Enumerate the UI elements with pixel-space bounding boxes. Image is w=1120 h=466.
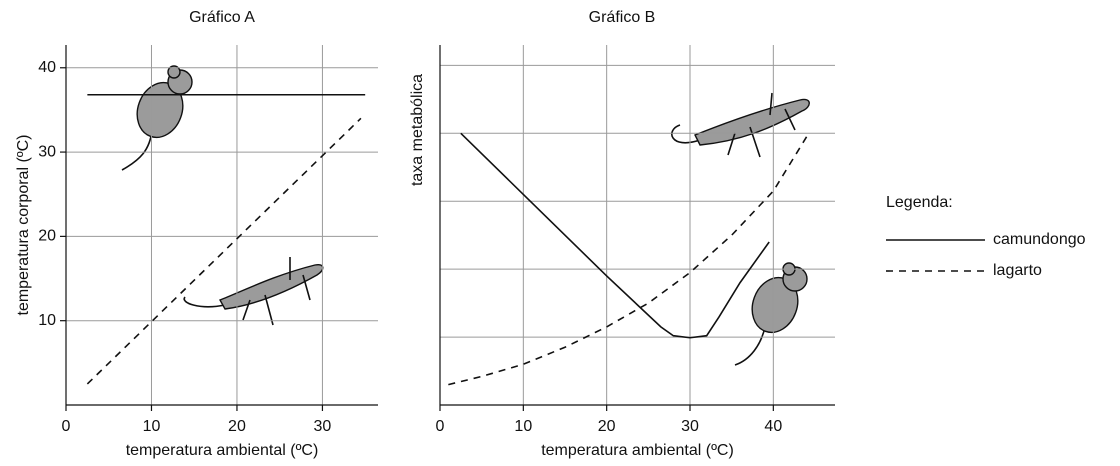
x-tick-label: 10 [143,418,161,435]
y-tick-label: 30 [38,143,56,160]
mouse-icon-a [122,66,192,170]
figure: Legenda: Gráfico A 0 10 20 30 10 20 30 40 tempera… [0,0,1120,466]
chart-title: Gráfico A [189,9,255,26]
x-tick-label: 30 [681,418,699,435]
x-tick-label: 0 [62,418,71,435]
x-tick-label: 20 [598,418,616,435]
lizard-icon-a [184,257,323,325]
x-tick-label: 10 [514,418,532,435]
y-tick-label: 20 [38,228,56,245]
x-tick-label: 0 [436,418,445,435]
y-axis-label: taxa metabólica [409,74,426,186]
series-line [87,118,361,384]
y-tick-label: 40 [38,59,56,76]
x-tick-label: 30 [314,418,332,435]
x-tick-label: 40 [764,418,782,435]
x-axis-label: temperatura ambiental (ºC) [126,442,319,459]
legend-label: camundongo [993,231,1086,248]
x-axis-label: temperatura ambiental (ºC) [541,442,734,459]
series-line [461,133,769,337]
legend-label: lagarto [993,262,1042,279]
legend-title: Legenda: [886,194,953,211]
mouse-icon-b [735,263,807,365]
chart-title: Gráfico B [589,9,656,26]
x-tick-label: 20 [228,418,246,435]
y-axis-label: temperatura corporal (ºC) [15,134,32,315]
lizard-icon-b [672,93,809,157]
y-tick-label: 10 [38,312,56,329]
